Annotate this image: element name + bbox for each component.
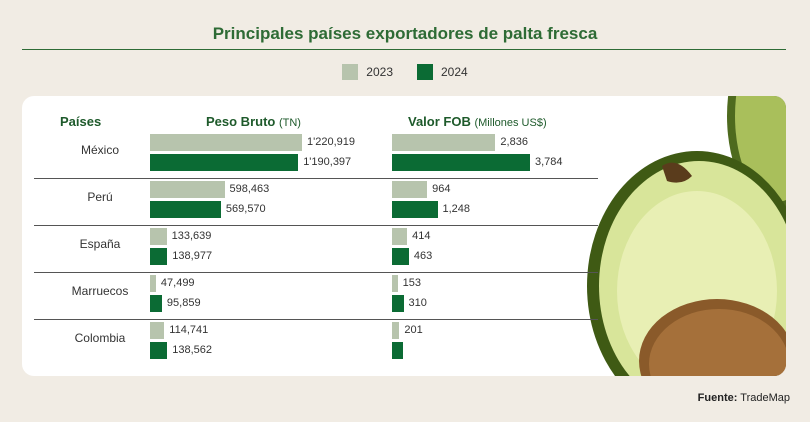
value-label-weight-2024-mexico: 1'190,397 [303, 156, 352, 168]
legend-swatch-2023 [342, 64, 359, 80]
legend-item-2024: 2024 [417, 64, 468, 80]
header-weight-unit: (TN) [278, 117, 301, 129]
value-label-weight-2023-peru: 598,463 [229, 183, 270, 195]
header-weight-label: Peso Bruto [206, 114, 276, 129]
value-label-fob-2023-espana: 414 [412, 230, 431, 242]
legend-swatch-2024 [417, 64, 433, 80]
country-label-peru: Perú [87, 190, 113, 204]
country-label-marruecos: Marruecos [71, 284, 129, 298]
country-label-colombia: Colombia [74, 331, 126, 345]
value-label-weight-2024-colombia: 138,562 [172, 344, 213, 356]
bar-weight-2023-mexico [150, 134, 302, 151]
value-label-fob-2023-mexico: 2,836 [500, 136, 528, 148]
value-label-weight-2024-marruecos: 95,859 [166, 297, 201, 309]
value-label-weight-2023-colombia: 114,741 [169, 324, 209, 336]
bar-fob-2024-marruecos [392, 295, 404, 312]
value-label-fob-2023-peru: 964 [432, 183, 451, 195]
bar-weight-2024-peru [150, 201, 221, 218]
value-label-weight-2023-mexico: 1'220,919 [307, 136, 355, 148]
row-divider [34, 319, 598, 320]
chart-title: Principales países exportadores de palta… [212, 24, 598, 43]
bar-fob-2024-mexico [392, 154, 530, 171]
country-label-espana: España [79, 237, 121, 251]
bar-fob-2024-peru [392, 201, 438, 218]
legend-label-2023: 2023 [366, 65, 393, 79]
bar-weight-2024-marruecos [150, 295, 162, 312]
bar-weight-2023-marruecos [150, 275, 156, 292]
title-divider [22, 49, 786, 50]
bar-fob-2024-espana [392, 248, 409, 265]
header-weight: Peso Bruto (TN) [206, 114, 301, 129]
value-label-fob-2024-espana: 463 [413, 250, 433, 262]
bar-weight-2024-espana [150, 248, 168, 265]
bar-weight-2023-peru [150, 181, 225, 198]
legend: 2023 2024 [0, 64, 810, 80]
header-fob-label: Valor FOB [408, 114, 471, 129]
header-fob-unit: (Millones US$) [474, 117, 547, 129]
value-label-weight-2023-marruecos: 47,499 [160, 277, 195, 289]
value-label-fob-2023-colombia: 201 [404, 324, 423, 336]
row-divider [34, 178, 598, 179]
chart-card: Países Peso Bruto (TN) Valor FOB (Millon… [22, 96, 786, 376]
bar-fob-2023-espana [392, 228, 408, 245]
value-label-weight-2023-espana: 133,639 [171, 230, 212, 242]
row-divider [34, 272, 598, 273]
bar-fob-2023-mexico [392, 134, 496, 151]
bar-weight-2024-mexico [150, 154, 299, 171]
header-fob: Valor FOB (Millones US$) [408, 114, 547, 129]
bar-weight-2023-colombia [150, 322, 165, 339]
legend-item-2023: 2023 [342, 64, 393, 80]
bar-fob-2023-colombia [392, 322, 400, 339]
row-divider [34, 225, 598, 226]
bar-weight-2023-espana [150, 228, 167, 245]
value-label-weight-2024-espana: 138,977 [172, 250, 213, 262]
header-countries: Países [60, 114, 102, 129]
bar-fob-2023-peru [392, 181, 428, 198]
avocado-illustration [587, 96, 786, 376]
bar-fob-2023-marruecos [392, 275, 398, 292]
source-label: Fuente: [697, 392, 738, 404]
bar-fob-2024-colombia [392, 342, 404, 359]
bar-weight-2024-colombia [150, 342, 168, 359]
source-value: TradeMap [740, 392, 790, 404]
value-label-fob-2024-peru: 1,248 [442, 203, 471, 215]
legend-label-2024: 2024 [441, 65, 468, 79]
value-label-fob-2024-mexico: 3,784 [535, 156, 563, 168]
value-label-weight-2024-peru: 569,570 [225, 203, 266, 215]
country-label-mexico: México [80, 143, 119, 157]
source-note: Fuente: TradeMap [698, 392, 790, 404]
value-label-fob-2023-marruecos: 153 [402, 277, 421, 289]
value-label-fob-2024-marruecos: 310 [408, 297, 427, 309]
